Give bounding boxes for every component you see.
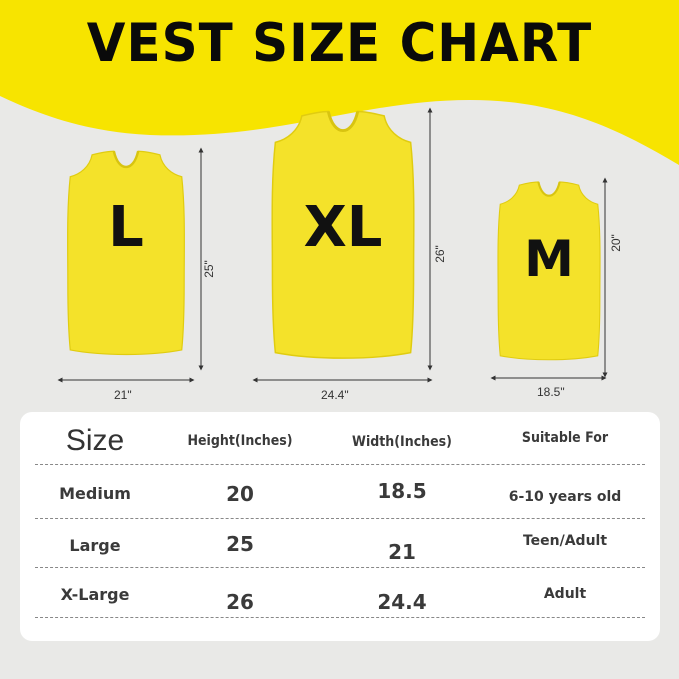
medium-width: 18.5"	[537, 385, 565, 399]
divider	[35, 617, 645, 618]
header-suitable: Suitable For	[521, 430, 609, 446]
xlarge-height: 26"	[432, 245, 447, 263]
large-width: 21"	[114, 388, 132, 402]
header-size: Size	[65, 424, 125, 457]
size-table: Size Height(Inches) Width(Inches) Suitab…	[20, 412, 660, 641]
page-title: VEST SIZE CHART	[86, 12, 593, 74]
medium-height: 20"	[608, 234, 623, 252]
measurement-lines	[57, 107, 608, 383]
divider	[35, 518, 645, 519]
divider	[35, 464, 645, 465]
large-height: 25"	[201, 260, 216, 278]
xlarge-width: 24.4"	[321, 388, 349, 402]
yellow-banner	[0, 0, 679, 165]
header-width: Width(Inches)	[352, 434, 452, 450]
header-height: Height(Inches)	[187, 433, 293, 449]
divider	[35, 567, 645, 568]
